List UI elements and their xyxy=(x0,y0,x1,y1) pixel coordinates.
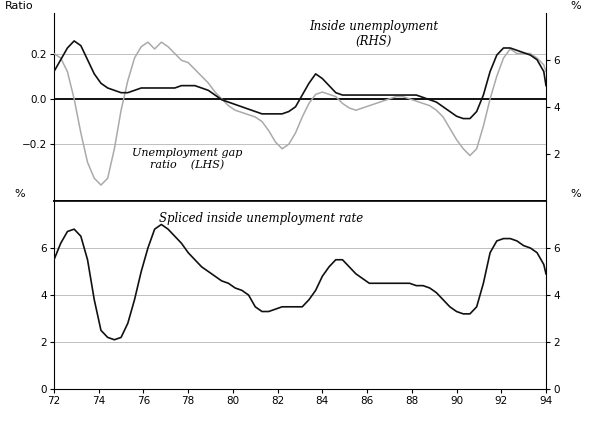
Y-axis label: %: % xyxy=(570,1,581,11)
Y-axis label: Ratio: Ratio xyxy=(5,1,34,11)
Text: Spliced inside unemployment rate: Spliced inside unemployment rate xyxy=(158,212,363,225)
Y-axis label: %: % xyxy=(14,189,25,199)
Y-axis label: %: % xyxy=(570,189,581,199)
Text: Inside unemployment
(RHS): Inside unemployment (RHS) xyxy=(309,20,439,48)
Text: Unemployment gap
ratio    (LHS): Unemployment gap ratio (LHS) xyxy=(131,148,242,170)
